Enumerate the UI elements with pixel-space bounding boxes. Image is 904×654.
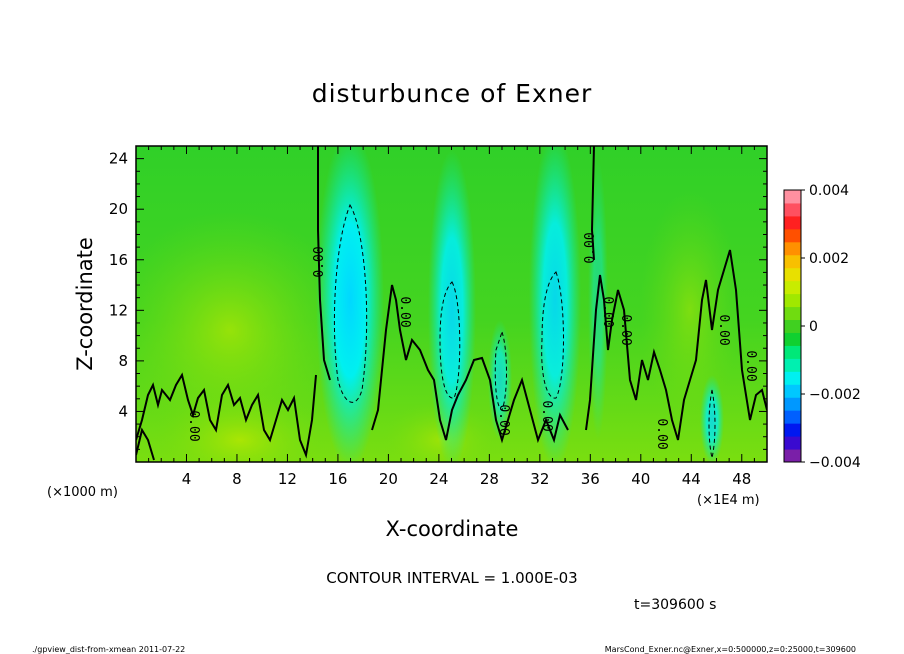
y-tick-label: 16 xyxy=(109,251,128,269)
colorbar-swatch xyxy=(784,332,801,346)
colorbar-labels: 0.004 0.002 0 −0.002 −0.004 xyxy=(801,183,861,471)
contour-zero-vertical-2 xyxy=(590,146,595,261)
colorbar-swatch xyxy=(784,228,801,243)
x-tick-label: 20 xyxy=(379,470,398,488)
colorbar-swatch xyxy=(784,345,801,359)
x-tick-label: 4 xyxy=(182,470,192,488)
contour-label: 0.00 xyxy=(496,404,511,435)
colorbar-label: 0.002 xyxy=(809,251,849,267)
colorbar-swatch xyxy=(784,254,801,269)
time-text: t=309600 s xyxy=(634,597,716,613)
colorbar-swatch xyxy=(784,384,801,398)
contour-zero-right xyxy=(585,249,767,441)
chart-title: disturbunce of Exner xyxy=(312,79,593,108)
contour-label: 0.00 xyxy=(654,418,669,449)
contour-zero-bottom-left xyxy=(136,427,155,461)
y-tick-label: 8 xyxy=(118,352,128,370)
x-tick-label: 32 xyxy=(530,470,549,488)
colorbar-swatch xyxy=(784,449,801,463)
x-unit-right: (×1E4 m) xyxy=(697,493,760,508)
y-tick-label: 24 xyxy=(109,150,128,168)
colorbar-swatch xyxy=(784,371,801,385)
colorbar-swatch xyxy=(784,397,801,411)
contour-label: 0.00 xyxy=(618,314,633,345)
x-tick-label: 24 xyxy=(429,470,448,488)
contour-label: 0.00 xyxy=(600,296,615,327)
x-tick-label: 48 xyxy=(732,470,751,488)
x-tick-label: 44 xyxy=(682,470,701,488)
y-tick-label: 12 xyxy=(109,301,128,319)
colorbar-swatch xyxy=(784,293,801,308)
footer-left: ./gpview_dist-from-xmean 2011-07-22 xyxy=(32,645,185,654)
colorbar-label: 0.004 xyxy=(809,183,849,199)
colorbar-swatch xyxy=(784,358,801,372)
contour-label: 0.00 xyxy=(716,314,731,345)
x-axis-label: X-coordinate xyxy=(386,517,519,541)
x-tick-label: 12 xyxy=(278,470,297,488)
colorbar-swatch xyxy=(784,190,801,204)
x-tick-label: 36 xyxy=(581,470,600,488)
contour-interval-text: CONTOUR INTERVAL = 1.000E-03 xyxy=(326,569,577,587)
dashed-contour-3 xyxy=(541,271,564,399)
contour-label: 0.00 xyxy=(743,350,758,381)
dashed-contours xyxy=(333,203,716,459)
colorbar-swatch xyxy=(784,215,801,230)
y-axis-label: Z-coordinate xyxy=(73,237,97,371)
y-tick-label: 20 xyxy=(109,200,128,218)
dashed-contour-2 xyxy=(439,281,461,399)
contour-zero-lower-left xyxy=(136,372,317,459)
contour-lines xyxy=(136,146,767,461)
dashed-contour-4 xyxy=(494,330,507,411)
contour-labels: 0.00 0.00 0.00 0.00 0.00 0.00 0.00 0.00 … xyxy=(186,232,758,449)
colorbar-swatch xyxy=(784,280,801,295)
x-tick-label: 8 xyxy=(232,470,242,488)
colorbar-swatch xyxy=(784,267,801,282)
x-axis: 4 8 12 16 20 24 28 32 36 40 44 48 xyxy=(148,146,755,488)
colorbar-swatch xyxy=(784,436,801,450)
contour-label: 0.00 xyxy=(539,400,554,431)
colorbar-swatch xyxy=(784,423,801,437)
x-unit-left: (×1000 m) xyxy=(47,485,118,500)
colorbar-swatch xyxy=(784,319,801,333)
colorbar xyxy=(784,190,801,463)
colorbar-swatch xyxy=(784,410,801,424)
contour-label: 0.00 xyxy=(186,410,201,441)
colorbar-swatch xyxy=(784,202,801,217)
colorbar-swatch xyxy=(784,306,801,321)
colorbar-label: −0.004 xyxy=(809,455,861,471)
footer-right: MarsCond_Exner.nc@Exner,x=0:500000,z=0:2… xyxy=(605,645,856,654)
y-axis: 4 8 12 16 20 24 xyxy=(109,150,767,450)
x-tick-label: 28 xyxy=(480,470,499,488)
colorbar-label: 0 xyxy=(809,319,818,335)
x-tick-label: 40 xyxy=(631,470,650,488)
contour-label: 0.00 xyxy=(312,246,327,277)
colorbar-swatch xyxy=(784,241,801,256)
x-tick-label: 16 xyxy=(328,470,347,488)
contour-zero-vertical-1 xyxy=(317,146,331,381)
contour-label: 0.00 xyxy=(583,232,598,263)
dashed-contour-1 xyxy=(333,203,368,403)
contour-label: 0.00 xyxy=(397,296,412,327)
contour-zero-mid xyxy=(371,284,569,444)
colorbar-label: −0.002 xyxy=(809,387,861,403)
y-tick-label: 4 xyxy=(118,402,128,420)
